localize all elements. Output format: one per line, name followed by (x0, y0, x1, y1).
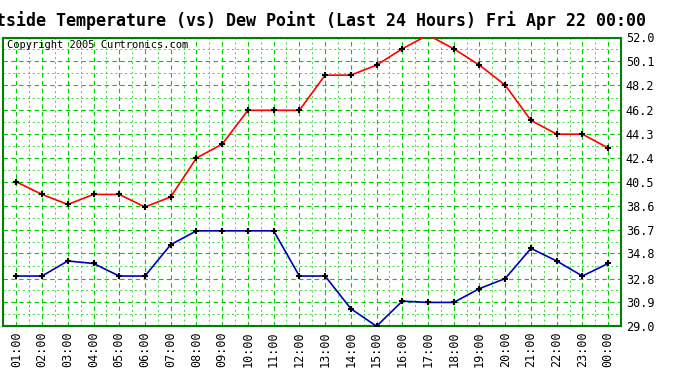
Text: Outside Temperature (vs) Dew Point (Last 24 Hours) Fri Apr 22 00:00: Outside Temperature (vs) Dew Point (Last… (0, 11, 646, 30)
Text: Copyright 2005 Curtronics.com: Copyright 2005 Curtronics.com (6, 40, 188, 50)
